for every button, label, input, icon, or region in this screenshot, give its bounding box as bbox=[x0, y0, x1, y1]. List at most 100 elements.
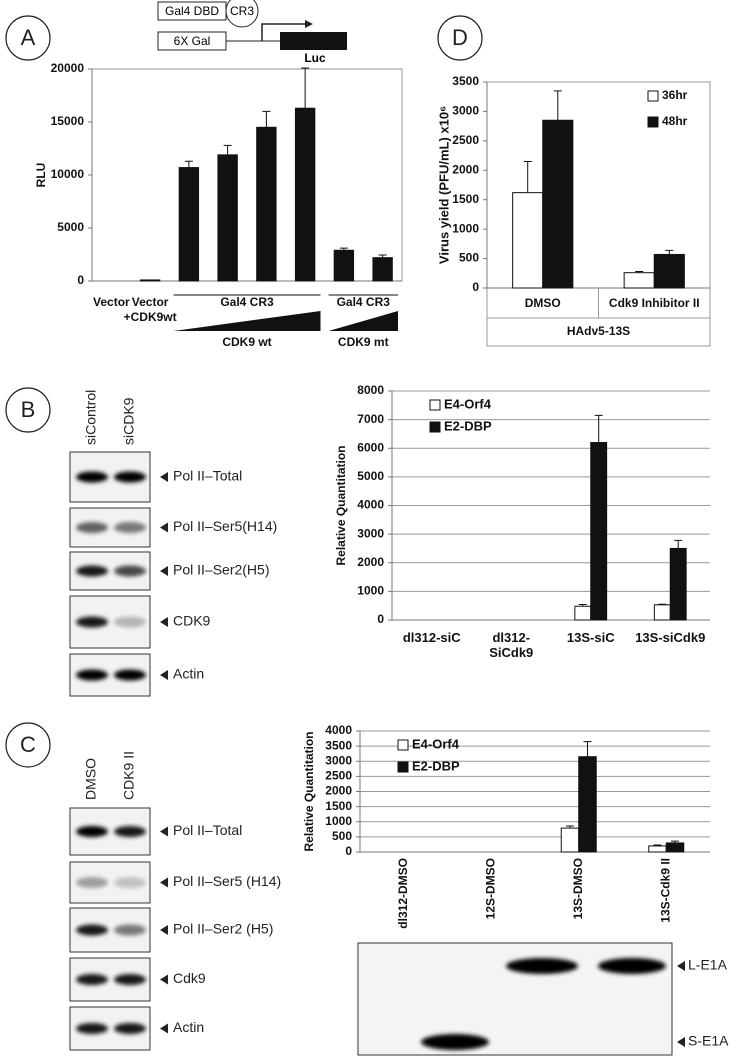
y-tick-label: 3000 bbox=[325, 753, 352, 767]
y-tick-label: 2000 bbox=[452, 162, 479, 176]
chart: 0 500 1000 1500 2000 2500 3000 3500 Virus yield … bbox=[436, 74, 711, 347]
pointer-arrow bbox=[677, 1037, 685, 1047]
lane-label: siControl bbox=[83, 390, 99, 445]
group-label: Gal4 CR3 bbox=[220, 295, 274, 309]
x-tick-label: 13S-siC bbox=[566, 630, 615, 645]
legend-label: E4-Orf4 bbox=[412, 736, 460, 751]
blot-band bbox=[114, 924, 146, 936]
pointer-arrow bbox=[160, 826, 168, 837]
error-bar bbox=[583, 741, 592, 757]
pointer-arrow bbox=[160, 1023, 168, 1034]
y-tick-label: 2000 bbox=[325, 784, 352, 798]
y-tick-label: 2000 bbox=[357, 555, 384, 569]
lane-label: CDK9 II bbox=[121, 751, 137, 800]
bar bbox=[333, 249, 355, 282]
group-label: Gal4 CR3 bbox=[337, 295, 391, 309]
blot-band bbox=[76, 471, 108, 483]
pointer-arrow bbox=[160, 522, 168, 533]
bar bbox=[665, 842, 685, 853]
error-bar bbox=[223, 144, 232, 155]
error-bar bbox=[184, 160, 193, 168]
y-tick-label: 8000 bbox=[357, 383, 384, 397]
schematic-arrow bbox=[261, 23, 305, 41]
x-tick-label: Cdk9 Inhibitor II bbox=[608, 296, 700, 310]
panel-markers bbox=[5, 15, 483, 768]
lane-label: DMSO bbox=[83, 758, 99, 800]
blot-band bbox=[114, 565, 146, 577]
bar bbox=[178, 167, 200, 282]
bar bbox=[542, 119, 574, 289]
y-tick-label: 15000 bbox=[51, 114, 85, 128]
bar bbox=[139, 279, 161, 282]
blot-band bbox=[114, 522, 146, 533]
blot-band bbox=[76, 616, 108, 628]
y-tick-label: 1000 bbox=[452, 221, 479, 235]
panel-label: D bbox=[452, 25, 468, 50]
chart: 0 1000 2000 3000 4000 5000 6000 7000 8000 Relativ… bbox=[334, 383, 710, 626]
x-tick-label: DMSO bbox=[524, 296, 561, 310]
blot: DMSO CDK9 II Pol II–Total Pol II–Ser5 (H14)… bbox=[69, 751, 281, 1051]
blot-band bbox=[506, 958, 578, 974]
bar bbox=[648, 845, 667, 853]
plot-frame bbox=[91, 68, 403, 282]
bar bbox=[294, 107, 316, 282]
error-bar bbox=[339, 247, 348, 251]
blot-label: Pol II–Total bbox=[173, 468, 242, 484]
blot-band bbox=[114, 669, 146, 681]
blot-band bbox=[114, 974, 146, 985]
x-tick-label: dl312-SiCdk9 bbox=[489, 630, 534, 660]
y-tick-label: 500 bbox=[459, 251, 479, 265]
panel-circle bbox=[5, 387, 51, 433]
x-tick-label: 13S-DMSO bbox=[571, 858, 585, 919]
legend-swatch bbox=[397, 761, 409, 773]
y-tick-label: 1000 bbox=[325, 814, 352, 828]
bar bbox=[256, 126, 277, 282]
error-bar bbox=[594, 414, 603, 443]
blot-band bbox=[114, 616, 146, 628]
schematic-label: CR3 bbox=[230, 4, 254, 18]
panel-label: C bbox=[20, 732, 36, 757]
y-tick-label: 6000 bbox=[357, 440, 384, 454]
blot-label: Actin bbox=[173, 1019, 204, 1035]
legend-label: E2-DBP bbox=[412, 758, 460, 773]
y-tick-label: 1000 bbox=[357, 584, 384, 598]
error-bar bbox=[674, 539, 683, 549]
pointer-arrow bbox=[160, 670, 168, 680]
blot-band bbox=[76, 565, 108, 577]
bar bbox=[623, 272, 655, 289]
blot-label: Pol II–Total bbox=[173, 822, 242, 838]
blot-label: Pol II–Ser5(H14) bbox=[173, 518, 277, 534]
bar bbox=[578, 756, 597, 853]
blot-band bbox=[114, 471, 146, 483]
x-tick-label: Vector +CDK9wt bbox=[123, 295, 177, 324]
error-bar bbox=[658, 603, 667, 605]
error-bar bbox=[523, 160, 532, 193]
y-axis-label: Virus yield (PFU/mL) x10⁶ bbox=[436, 106, 451, 264]
blot-band bbox=[76, 522, 108, 533]
error-bar bbox=[301, 67, 310, 109]
blot-band bbox=[76, 669, 108, 681]
y-axis-label: Relative Quantitation bbox=[302, 731, 316, 851]
y-tick-label: 4000 bbox=[357, 498, 384, 512]
schematic-label: Luc bbox=[304, 51, 326, 65]
panel-label: A bbox=[21, 25, 36, 50]
pointer-arrow bbox=[677, 961, 685, 971]
y-axis-label: Relative Quantitation bbox=[334, 445, 348, 565]
error-bar bbox=[671, 840, 679, 843]
legend-label: 48hr bbox=[662, 114, 688, 128]
chart: 0 5000 10000 15000 20000 RLU Gal4 CR3 CDK9 wt Ga… bbox=[34, 61, 403, 349]
y-axis-label: RLU bbox=[34, 163, 48, 188]
pointer-arrow bbox=[160, 472, 168, 482]
y-tick-label: 7000 bbox=[357, 412, 384, 426]
schematic-arrowhead bbox=[305, 20, 313, 28]
schematic-reporter bbox=[280, 32, 347, 50]
blot-band bbox=[76, 826, 108, 837]
panel-circle bbox=[437, 15, 483, 61]
pointer-arrow bbox=[160, 566, 168, 576]
y-tick-label: 0 bbox=[377, 612, 384, 626]
x-tick-label: 13S-Cdk9 II bbox=[658, 858, 672, 923]
lane-label: siCDK9 bbox=[121, 397, 137, 445]
pointer-arrow bbox=[160, 974, 168, 985]
